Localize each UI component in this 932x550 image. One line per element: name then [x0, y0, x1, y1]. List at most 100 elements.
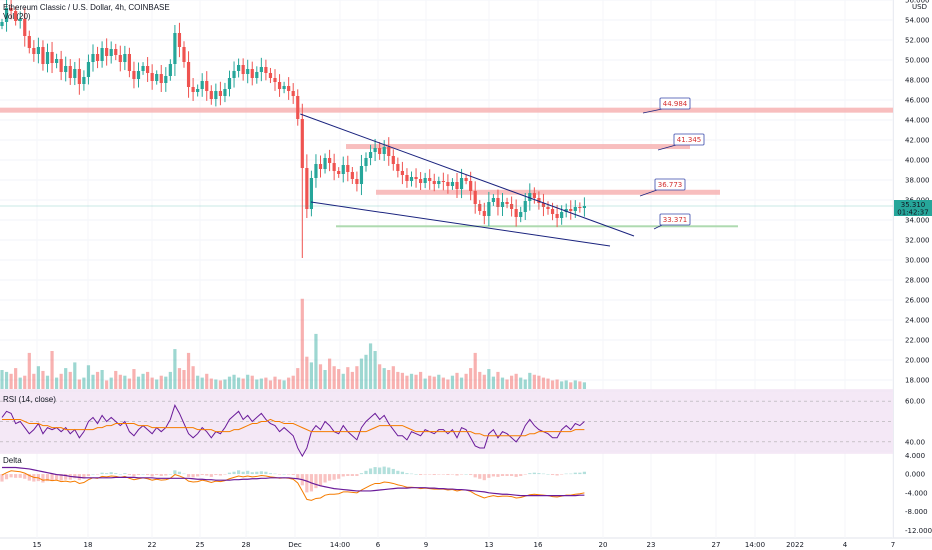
delta-histogram-bar	[250, 472, 254, 475]
volume-bar	[105, 380, 109, 389]
volume-bar	[505, 379, 509, 389]
volume-bar	[541, 377, 546, 389]
volume-bar	[305, 356, 309, 389]
candle-body	[45, 52, 50, 64]
delta-histogram-bar	[0, 474, 4, 482]
candle-body	[155, 74, 159, 81]
delta-histogram-bar	[528, 473, 532, 475]
candle-body	[346, 165, 350, 172]
volume-bar	[414, 374, 418, 389]
candle-body	[200, 81, 204, 89]
delta-histogram-bar	[482, 474, 486, 481]
volume-bar	[482, 374, 486, 389]
volume-bar	[469, 368, 473, 389]
candle-body	[205, 81, 209, 91]
delta-histogram-bar	[432, 474, 436, 476]
candle-body	[250, 69, 254, 78]
delta-histogram-bar	[569, 473, 573, 475]
price-level-label-box	[659, 97, 691, 110]
volume-bar	[459, 377, 464, 389]
time-axis-tick: 2022	[786, 541, 804, 549]
delta-histogram-bar	[223, 474, 227, 475]
volume-bar	[373, 351, 377, 389]
volume-bar	[182, 370, 186, 389]
rsi-label: RSI (14, close)	[3, 395, 56, 404]
volume-bar	[560, 381, 564, 389]
price-label-connector	[657, 144, 677, 151]
time-axis-tick: 16	[534, 541, 543, 549]
rsi-axis-tick: 40.00	[905, 438, 925, 446]
volume-bar	[136, 376, 141, 389]
volume-bar	[227, 376, 232, 389]
price-axis-tick: 26.000	[905, 297, 930, 305]
delta-axis-tick: -12.000	[905, 527, 932, 535]
volume-bar	[218, 380, 222, 389]
volume-bar	[368, 343, 373, 389]
delta-signal-line	[2, 466, 585, 497]
candle-body	[446, 182, 450, 186]
volume-bar	[318, 364, 323, 389]
delta-histogram-bar	[205, 474, 209, 476]
delta-histogram-bar	[396, 470, 400, 475]
delta-histogram-bar	[346, 474, 350, 476]
delta-histogram-bar	[532, 472, 536, 475]
volume-bar	[168, 371, 172, 389]
delta-histogram-bar	[23, 474, 27, 479]
price-axis-tick: 40.000	[905, 157, 930, 165]
delta-histogram-bar	[268, 473, 273, 475]
candle-body	[64, 66, 68, 72]
candle-body	[496, 198, 500, 207]
volume-bar	[68, 371, 72, 389]
candle-body	[55, 59, 59, 63]
price-axis-tick: 44.000	[905, 117, 930, 125]
delta-histogram-bar	[428, 474, 432, 475]
delta-histogram-bar	[59, 474, 63, 481]
delta-histogram-bar	[359, 473, 364, 475]
candle-body	[491, 198, 495, 202]
delta-histogram-bar	[409, 473, 414, 475]
price-level-label: 33.371	[663, 216, 688, 224]
candle-body	[186, 62, 191, 87]
volume-bar	[18, 377, 22, 389]
volume-bar	[36, 366, 40, 389]
volume-bar	[528, 372, 532, 389]
candle-body	[159, 74, 163, 83]
volume-bar	[109, 377, 113, 389]
delta-histogram-bar	[255, 471, 259, 475]
delta-histogram-bar	[450, 474, 455, 475]
volume-bar	[537, 375, 541, 389]
delta-histogram-bar	[177, 471, 182, 475]
volume-bar	[432, 376, 436, 389]
delta-histogram-bar	[264, 471, 268, 475]
delta-histogram-bar	[164, 474, 168, 476]
delta-histogram-bar	[355, 474, 359, 476]
candle-body	[328, 158, 332, 163]
price-axis-tick: 54.000	[905, 17, 930, 25]
candle-body	[50, 52, 54, 63]
candle-body	[314, 164, 318, 178]
delta-histogram-bar	[232, 471, 236, 475]
volume-bar	[127, 378, 131, 389]
candle-body	[337, 171, 341, 174]
candle-body	[482, 211, 486, 216]
candle-body	[382, 147, 386, 154]
volume-bar	[378, 364, 382, 389]
volume-bar	[405, 375, 409, 389]
volume-bar	[9, 373, 13, 389]
price-axis-tick: 34.000	[905, 217, 930, 225]
volume-bar	[186, 352, 191, 389]
volume-bar	[441, 377, 445, 389]
volume-bar	[118, 374, 122, 389]
candle-body	[95, 54, 100, 61]
candle-body	[528, 193, 532, 201]
volume-bar	[437, 374, 441, 389]
time-axis-tick: 4	[843, 541, 848, 549]
delta-histogram-bar	[459, 474, 464, 475]
price-level-line	[336, 225, 738, 228]
time-axis-tick: 25	[196, 541, 205, 549]
delta-histogram-bar	[9, 474, 13, 478]
candle-body	[141, 66, 145, 71]
volume-bar	[500, 377, 505, 389]
candle-body	[555, 214, 559, 218]
